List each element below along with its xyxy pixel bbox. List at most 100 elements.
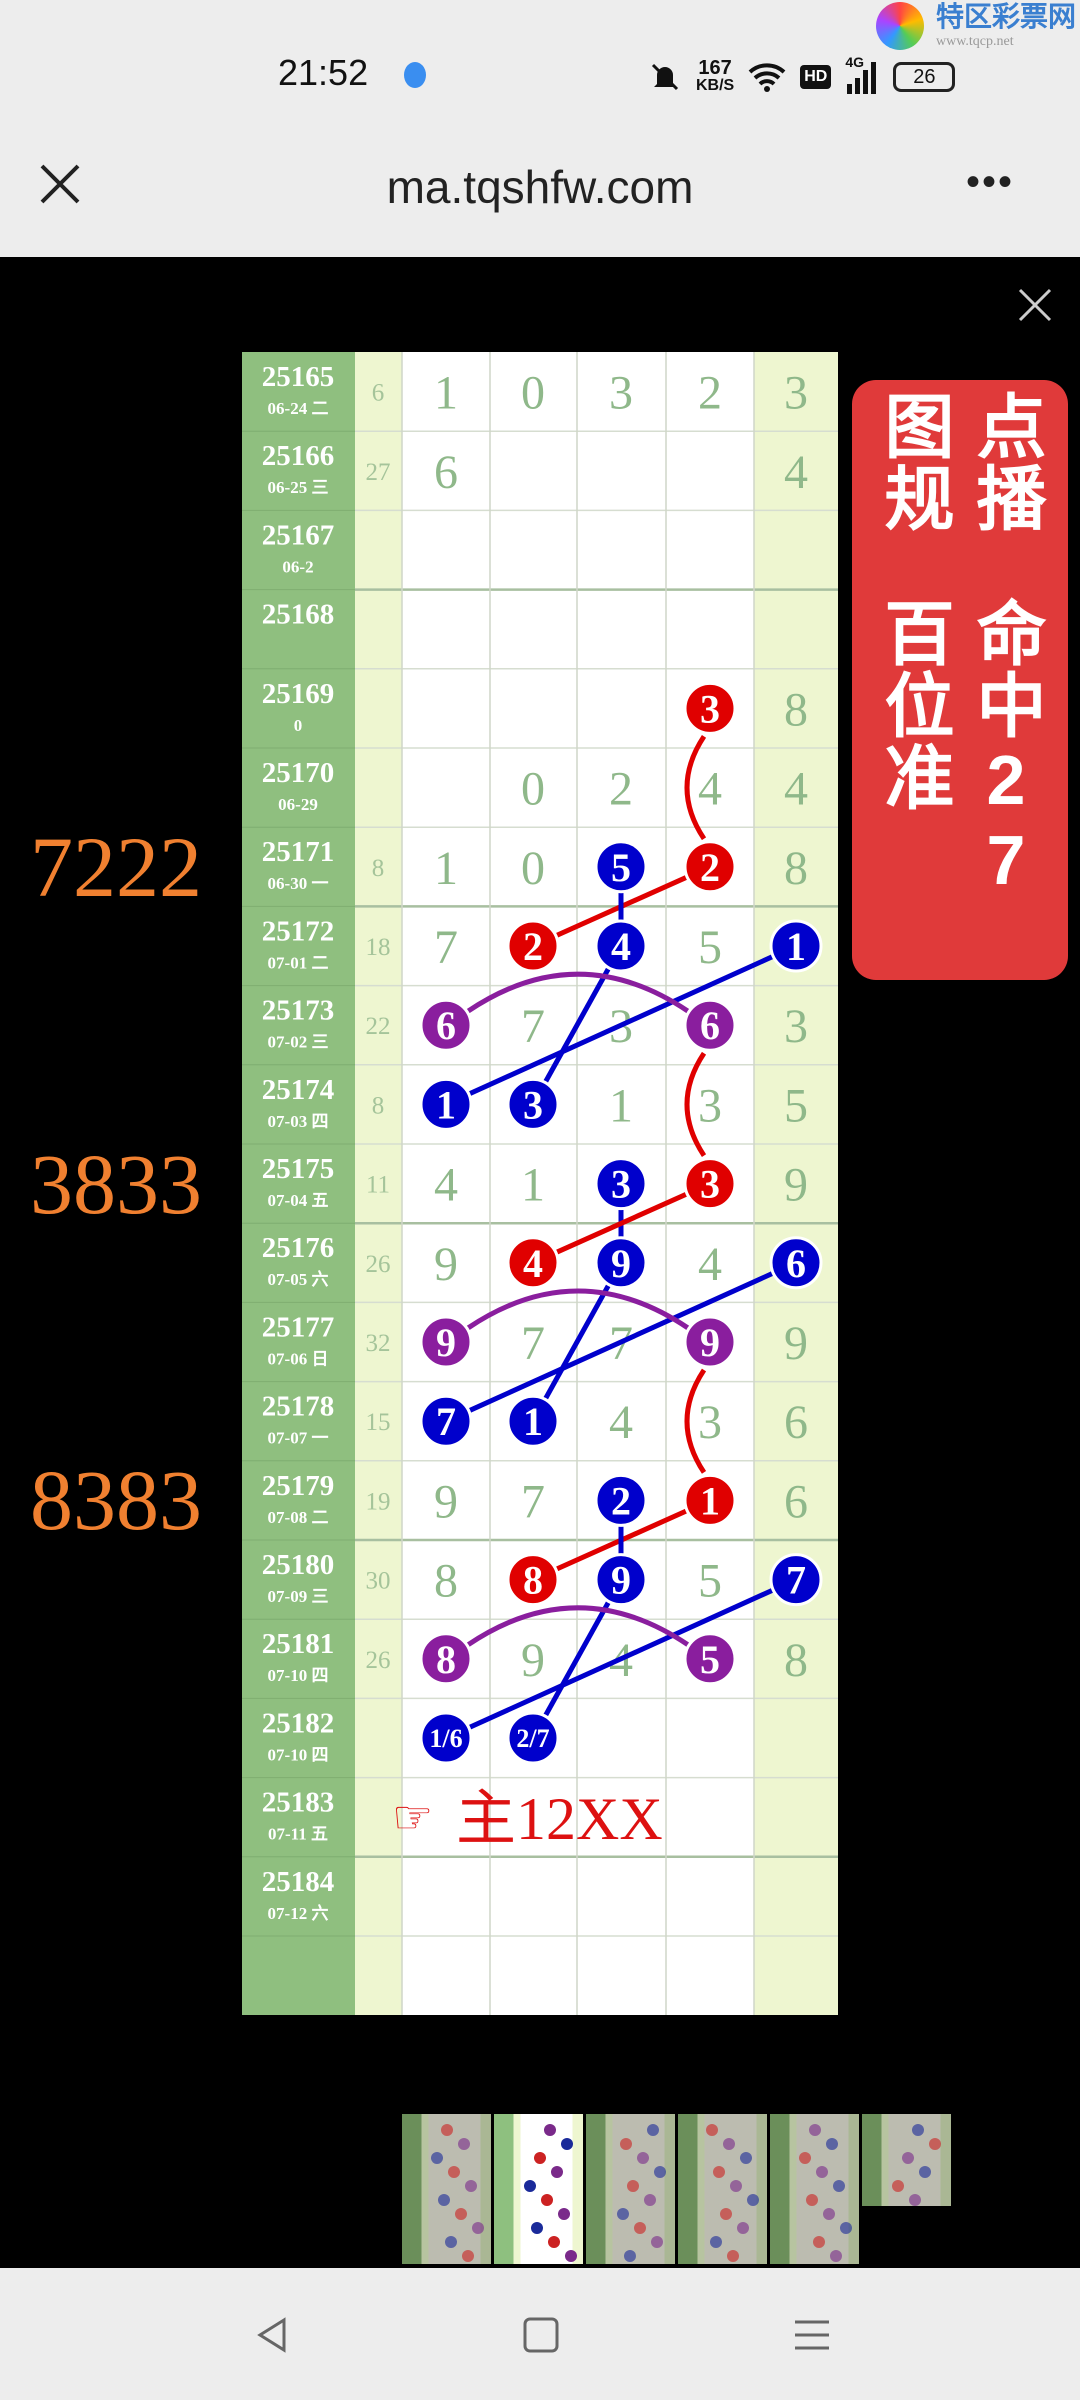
thumbnail-ball — [465, 2180, 477, 2192]
number-ball: 8 — [419, 1632, 473, 1686]
ball-circle — [594, 1473, 648, 1527]
issue-date: 07-10 四 — [268, 1745, 329, 1764]
issue-date: 07-05 六 — [268, 1269, 329, 1289]
thumbnail-ball — [830, 2250, 842, 2262]
thumbnail-ball — [472, 2222, 484, 2234]
issue-number: 25173 — [262, 995, 335, 1027]
table-row: 25172 07-01 二 18 7 5 — [262, 915, 722, 974]
thumbnail-ball — [445, 2236, 457, 2248]
issue-date: 06-24 二 — [268, 399, 329, 418]
number-ball: 5 — [594, 840, 648, 894]
thumbnail-ball — [826, 2138, 838, 2150]
url-display[interactable]: ma.tqshfw.com — [386, 161, 694, 213]
table-row: 25169 0 8 — [262, 678, 808, 737]
last-digit-cell: 8 — [784, 842, 808, 895]
issue-date: 07-03 四 — [268, 1112, 329, 1131]
table-row: 25166 06-25 三 27 6 4 — [262, 440, 808, 499]
issue-number: 25179 — [262, 1470, 335, 1502]
ball-circle — [419, 998, 473, 1052]
thumbnail-ball — [713, 2166, 725, 2178]
issue-number: 25184 — [262, 1866, 335, 1898]
ball-number: 4 — [523, 1241, 543, 1286]
thumbnail-ball — [634, 2222, 646, 2234]
digit-cell: 2 — [698, 367, 722, 420]
home-icon[interactable] — [516, 2310, 566, 2360]
number-ball: 1 — [506, 1394, 560, 1448]
number-ball: 4 — [506, 1236, 560, 1290]
thumbnail-ball — [919, 2166, 931, 2178]
digit-cell: 4 — [609, 1396, 633, 1449]
trend-line — [530, 1261, 624, 1423]
number-ball: 7 — [769, 1553, 823, 1607]
digit-cell: 1 — [434, 842, 458, 895]
recents-menu-icon[interactable] — [787, 2310, 837, 2360]
clock: 21:52 — [278, 52, 369, 93]
sum-value: 8 — [372, 855, 385, 882]
issue-number: 25183 — [262, 1787, 335, 1819]
thumbnail-ball — [565, 2250, 577, 2262]
thumbnail-ball — [651, 2236, 663, 2248]
issue-number: 25172 — [262, 915, 335, 947]
ball-circle — [419, 1394, 473, 1448]
thumbnail-2[interactable] — [494, 2114, 583, 2264]
digit-cell: 5 — [698, 1555, 722, 1608]
issue-date: 07-11 五 — [268, 1825, 328, 1844]
thumbnail-3[interactable] — [586, 2114, 675, 2264]
thumbnail-5[interactable] — [770, 2114, 859, 2264]
ball-circle — [769, 1553, 823, 1607]
ball-number: 7 — [786, 1558, 806, 1603]
sum-value: 32 — [366, 1330, 391, 1357]
trend-line — [531, 1181, 712, 1266]
thumbnail-ball — [727, 2250, 739, 2262]
ball-circle — [769, 1236, 823, 1290]
issue-number: 25171 — [262, 836, 335, 868]
issue-number: 25177 — [262, 1311, 335, 1343]
back-icon[interactable] — [248, 2310, 298, 2360]
issue-number: 25176 — [262, 1232, 335, 1264]
thumbnail-4[interactable] — [678, 2114, 767, 2264]
trend-line — [444, 943, 798, 1107]
ball-number: 2 — [611, 1478, 631, 1523]
thumbnail-ball — [620, 2138, 632, 2150]
digit-cell: 2 — [609, 763, 633, 816]
digit-cell: 7 — [521, 1000, 545, 1053]
promo-banner: 点播图规 命中27百位准 — [852, 380, 1068, 980]
digit-cell: 9 — [521, 1634, 545, 1687]
speed-value: 167 — [698, 57, 732, 79]
watermark-name: 特区彩票网 — [936, 1, 1077, 32]
ball-circle — [683, 1315, 737, 1369]
ball-circle — [594, 840, 648, 894]
issue-number: 25178 — [262, 1391, 335, 1423]
digit-cell: 9 — [434, 1475, 458, 1528]
sum-value: 19 — [366, 1488, 391, 1515]
thumbnail-ball — [840, 2222, 852, 2234]
digit-cell: 1 — [521, 1159, 545, 1212]
last-digit-cell: 4 — [784, 763, 808, 816]
issue-number: 25180 — [262, 1549, 335, 1581]
table-row: 25178 07-07 一 15 4 3 6 — [262, 1391, 808, 1450]
last-digit-cell: 3 — [784, 367, 808, 420]
thumbnail-strip — [402, 2114, 951, 2264]
digit-cell: 1 — [434, 367, 458, 420]
thumbnail-ball — [799, 2152, 811, 2164]
more-menu-button[interactable]: ••• — [966, 160, 1015, 204]
viewer-close-icon[interactable] — [1016, 286, 1054, 324]
sum-value: 26 — [366, 1647, 391, 1674]
issue-date: 07-01 二 — [268, 953, 329, 972]
table-row: 25175 07-04 五 11 4 1 9 — [262, 1153, 808, 1212]
ball-circle — [683, 1473, 737, 1527]
issue-number: 25182 — [262, 1707, 335, 1739]
close-icon[interactable] — [36, 160, 84, 208]
hd-icon: HD — [800, 65, 832, 89]
thumbnail-ball — [561, 2138, 573, 2150]
number-ball: 9 — [683, 1315, 737, 1369]
ball-circle — [506, 1077, 560, 1131]
thumbnail-ball — [806, 2194, 818, 2206]
ball-number: 9 — [611, 1558, 631, 1603]
issue-date: 07-09 三 — [268, 1587, 329, 1606]
thumbnail-1[interactable] — [402, 2114, 491, 2264]
number-ball: 8 — [506, 1553, 560, 1607]
thumbnail-6[interactable] — [862, 2114, 951, 2206]
